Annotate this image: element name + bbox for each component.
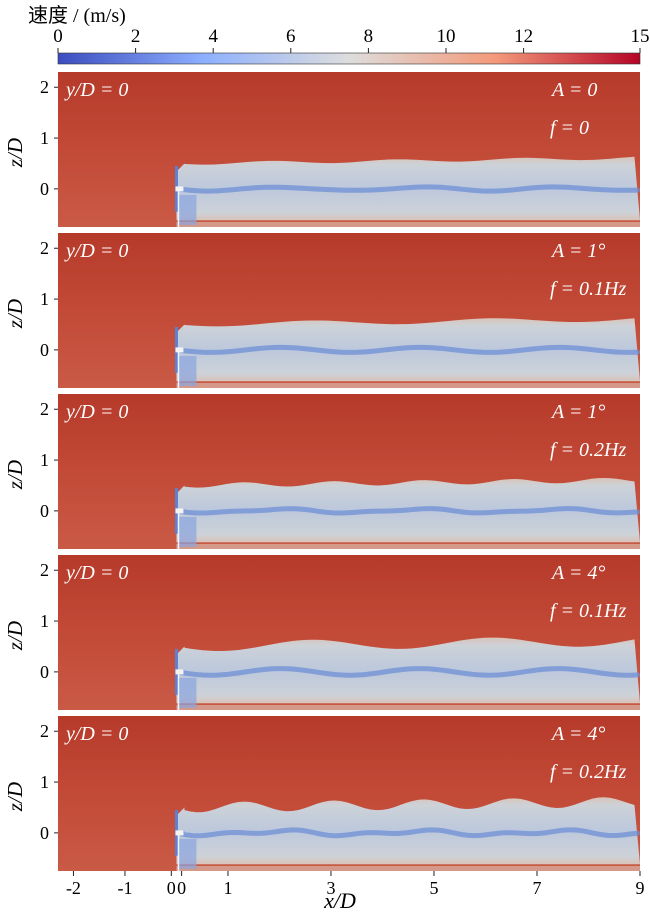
tower-wake	[178, 677, 197, 708]
frequency-label: f = 0.2Hz	[550, 761, 626, 783]
y-tick-label: 2	[40, 560, 49, 580]
frequency-label: f = 0	[550, 117, 589, 139]
x-tick-label: 0	[167, 878, 176, 898]
ground-shear	[176, 222, 640, 227]
turbine-nacelle	[175, 830, 184, 836]
wake-core-streak	[179, 184, 640, 194]
colorbar-tick-label: 2	[131, 26, 141, 47]
amplitude-label: A = 4°	[550, 723, 605, 745]
y-tick-label: 1	[40, 772, 49, 792]
tower-wake	[178, 194, 197, 225]
wake-core-streak	[179, 344, 640, 355]
amplitude-label: A = 4°	[550, 562, 605, 584]
amplitude-label: A = 1°	[550, 240, 605, 262]
x-axis: -2 -1 0 0 1 3 5 7 9	[66, 871, 645, 898]
y-axis-label: z/D	[3, 621, 27, 651]
amplitude-label: A = 1°	[550, 401, 605, 423]
y-tick-label: 2	[40, 399, 49, 419]
ground-shear	[176, 866, 640, 871]
x-tick-label: -2	[66, 878, 81, 898]
x-tick-label: 7	[532, 878, 541, 898]
colorbar-tick-label: 0	[53, 26, 63, 47]
colorbar-title: 速度 / (m/s)	[28, 4, 126, 27]
slice-label: y/D = 0	[64, 562, 128, 584]
x-axis-label: x/D	[323, 888, 356, 913]
y-tick-label: 0	[40, 501, 49, 521]
ground-shear	[176, 544, 640, 549]
y-tick-label: 1	[40, 128, 49, 148]
y-axis-label: z/D	[3, 299, 27, 329]
x-tick-label: 1	[223, 878, 232, 898]
colorbar-tick-label: 4	[208, 26, 218, 47]
slice-label: y/D = 0	[64, 723, 128, 745]
frequency-label: f = 0.1Hz	[550, 278, 626, 300]
y-tick-label: 1	[40, 450, 49, 470]
colorbar	[57, 52, 641, 65]
turbine-nacelle	[175, 186, 184, 192]
panel: 2 1 0 z/D y/D = 0 A = 4° f = 0.2Hz	[3, 716, 640, 871]
colorbar-tick-label: 8	[364, 26, 374, 47]
panel: 2 1 0 z/D y/D = 0 A = 1° f = 0.2Hz	[3, 394, 640, 549]
amplitude-label: A = 0	[550, 79, 597, 101]
y-tick-label: 0	[40, 179, 49, 199]
wake-core-streak	[179, 827, 640, 839]
y-axis-label: z/D	[3, 138, 27, 168]
x-tick-label: 5	[429, 878, 438, 898]
y-tick-label: 2	[40, 77, 49, 97]
panel: 2 1 0 z/D y/D = 0 A = 1° f = 0.1Hz	[3, 233, 640, 388]
turbine-nacelle	[175, 508, 184, 514]
x-tick-label: 3	[326, 878, 335, 898]
tower-wake	[178, 355, 197, 386]
frequency-label: f = 0.1Hz	[550, 600, 626, 622]
colorbar-ticks: 0 2 4 6 8 10 12 15	[53, 26, 650, 53]
ground-shear	[176, 705, 640, 710]
slice-label: y/D = 0	[64, 79, 128, 101]
colorbar-tick-label: 15	[631, 26, 650, 47]
y-tick-label: 0	[40, 340, 49, 360]
slice-label: y/D = 0	[64, 240, 128, 262]
y-axis-label: z/D	[3, 460, 27, 490]
panels: 2 1 0 z/D y/D = 0 A = 0 f = 0 2 1 0 z/D y/D = 0 A = …	[3, 72, 640, 871]
panel: 2 1 0 z/D y/D = 0 A = 0 f = 0	[3, 72, 640, 227]
frequency-label: f = 0.2Hz	[550, 439, 626, 461]
x-tick-label: 0	[177, 878, 186, 898]
tower-wake	[178, 516, 197, 547]
panel: 2 1 0 z/D y/D = 0 A = 4° f = 0.1Hz	[3, 555, 640, 710]
x-tick-label: -1	[117, 878, 132, 898]
turbine-nacelle	[175, 669, 184, 675]
colorbar-tick-label: 10	[437, 26, 456, 47]
wake-core-streak	[179, 506, 640, 516]
x-tick-label: 9	[636, 878, 645, 898]
wake-core-streak	[179, 666, 640, 678]
slice-label: y/D = 0	[64, 401, 128, 423]
y-tick-label: 0	[40, 823, 49, 843]
tower-wake	[178, 838, 197, 869]
y-tick-label: 0	[40, 662, 49, 682]
colorbar-tick-label: 12	[514, 26, 533, 47]
y-tick-label: 1	[40, 611, 49, 631]
ground-shear	[176, 383, 640, 388]
y-axis-label: z/D	[3, 782, 27, 812]
turbine-nacelle	[175, 347, 184, 353]
y-tick-label: 2	[40, 721, 49, 741]
y-tick-label: 2	[40, 238, 49, 258]
colorbar-tick-label: 6	[286, 26, 296, 47]
y-tick-label: 1	[40, 289, 49, 309]
